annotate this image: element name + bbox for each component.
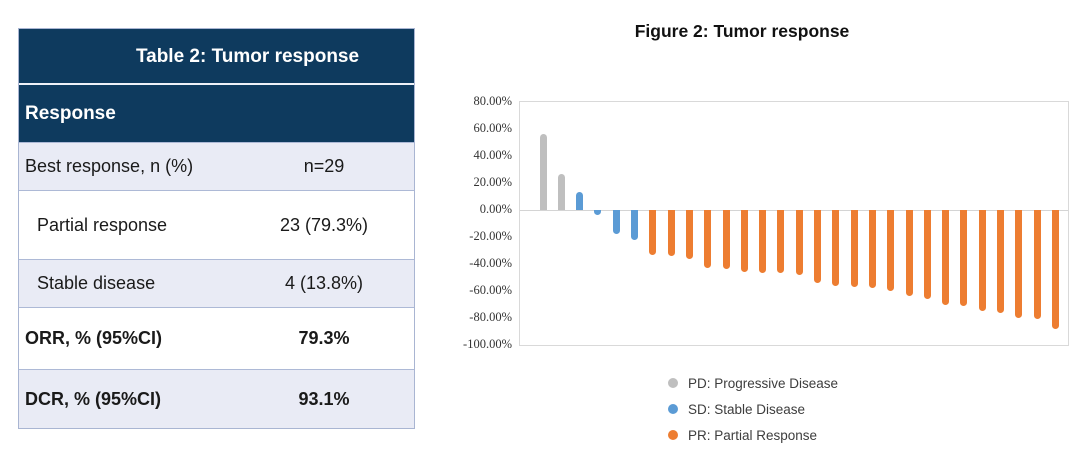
row-value: n=29	[303, 156, 345, 176]
row-value: 4 (13.8%)	[284, 273, 364, 293]
bar-pr-patient-26	[997, 210, 1004, 313]
row-label: Stable disease	[37, 273, 156, 293]
table-title: Table 2: Tumor response	[19, 29, 414, 85]
table-row: Partial response 23 (79.3%)	[19, 190, 414, 259]
bar-pr-patient-15	[795, 210, 803, 275]
bar-pr-patient-12	[740, 210, 748, 273]
bar-pd-patient-2	[557, 173, 565, 210]
y-axis: 80.00% 60.00% 40.00% 20.00% 0.00% -20.00% -40.…	[450, 94, 512, 351]
bars-layer	[520, 102, 1068, 345]
bar-pr-patient-18	[850, 210, 858, 287]
bar-pr-patient-22	[923, 210, 931, 300]
row-label: Partial response	[37, 214, 168, 235]
row-value: 79.3%	[298, 328, 350, 348]
table-row: Stable disease 4 (13.8%)	[19, 259, 414, 307]
y-axis-label: 40.00%	[473, 148, 512, 162]
bar-pd-patient-1	[539, 134, 547, 210]
y-axis-label: 80.00%	[473, 94, 512, 108]
legend-label: PR: Partial Response	[688, 427, 818, 443]
bar-sd-patient-6	[631, 210, 638, 240]
table-section-header: Response	[19, 85, 414, 142]
legend-item-pr: PR: Partial Response	[668, 422, 838, 448]
legend-item-pd: PD: Progressive Disease	[668, 370, 838, 396]
table-row: DCR, % (95%CI) 93.1%	[19, 369, 414, 428]
legend-label: SD: Stable Disease	[688, 401, 806, 417]
zero-gridline	[520, 210, 1068, 211]
bar-pr-patient-8	[667, 210, 675, 256]
bar-pr-patient-13	[759, 210, 767, 274]
bar-pr-patient-25	[978, 210, 986, 312]
bar-sd-patient-4	[594, 210, 602, 216]
y-axis-label: -20.00%	[469, 229, 512, 243]
y-axis-label: 20.00%	[473, 175, 512, 189]
row-label: Best response, n (%)	[25, 156, 194, 176]
bar-sd-patient-3	[576, 192, 584, 210]
row-label: DCR, % (95%CI)	[25, 388, 162, 409]
legend-dot-icon	[668, 404, 678, 414]
bar-pr-patient-28	[1033, 210, 1041, 320]
bar-pr-patient-17	[832, 210, 840, 286]
bar-pr-patient-29	[1051, 210, 1059, 329]
bar-pr-patient-24	[960, 210, 968, 306]
legend-dot-icon	[668, 378, 678, 388]
bar-pr-patient-23	[942, 210, 950, 305]
bar-pr-patient-16	[814, 210, 821, 283]
legend-item-sd: SD: Stable Disease	[668, 396, 838, 422]
bar-pr-patient-14	[777, 210, 785, 274]
plot-area	[519, 101, 1069, 346]
y-axis-label: 60.00%	[473, 121, 512, 135]
table-rows: Best response, n (%) n=29 Partial response…	[19, 142, 414, 428]
bar-pr-patient-27	[1015, 210, 1023, 318]
figure-title: Figure 2: Tumor response	[634, 21, 850, 41]
bar-pr-patient-19	[868, 210, 876, 289]
bar-pr-patient-7	[649, 210, 657, 255]
y-axis-label: -40.00%	[469, 256, 512, 270]
chart-legend: PD: Progressive Disease SD: Stable Diseas…	[668, 370, 838, 448]
y-axis-label: -100.00%	[463, 337, 512, 351]
legend-dot-icon	[668, 430, 678, 440]
tumor-response-table: Table 2: Tumor response Response Best re…	[18, 28, 415, 429]
bar-sd-patient-5	[612, 210, 620, 235]
table-row: ORR, % (95%CI) 79.3%	[19, 307, 414, 369]
row-value: 93.1%	[298, 388, 350, 409]
legend-label: PD: Progressive Disease	[688, 375, 839, 391]
y-axis-label: 0.00%	[479, 202, 512, 216]
y-axis-label: -60.00%	[469, 283, 512, 297]
row-label: ORR, % (95%CI)	[25, 328, 163, 348]
tumor-response-figure: Figure 2: Tumor response 80.00% 60.00% 40.…	[450, 0, 1080, 468]
table-row: Best response, n (%) n=29	[19, 142, 414, 190]
bar-pr-patient-21	[905, 210, 913, 297]
y-axis-label: -80.00%	[469, 310, 512, 324]
row-value: 23 (79.3%)	[279, 214, 369, 235]
bar-pr-patient-11	[722, 210, 730, 270]
bar-pr-patient-10	[704, 210, 712, 269]
bar-pr-patient-20	[887, 210, 895, 291]
bar-pr-patient-9	[685, 210, 693, 259]
